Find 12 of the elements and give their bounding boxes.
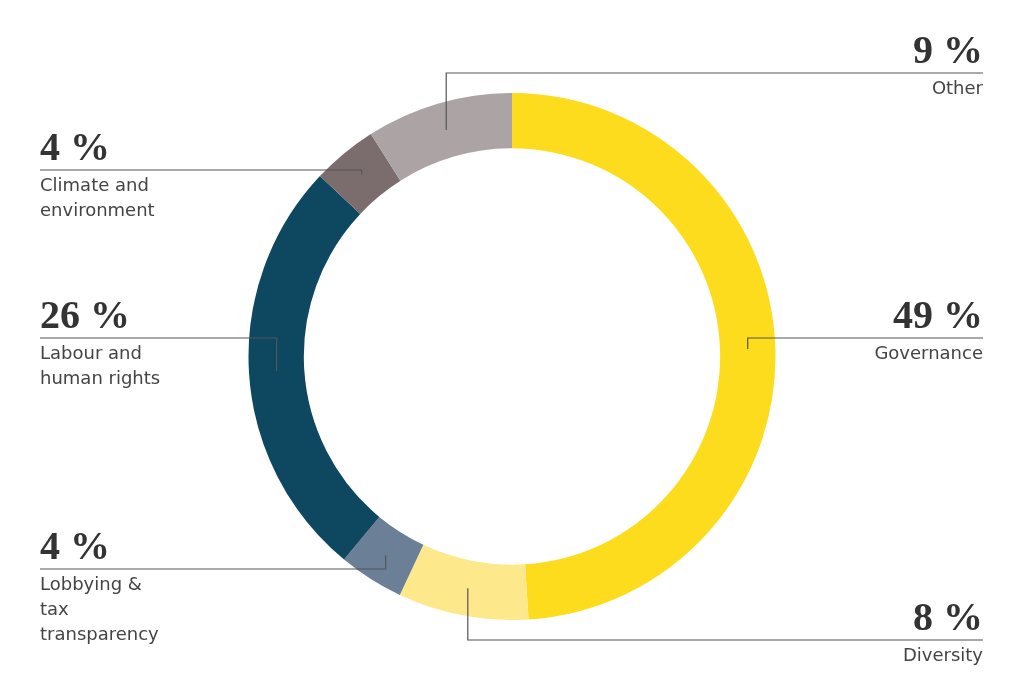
slice-label: Governance bbox=[874, 341, 983, 363]
data-label: 9 % bbox=[913, 27, 983, 72]
data-label: 49 % bbox=[893, 292, 983, 337]
slice-label: Diversity bbox=[902, 643, 984, 665]
slice-label: Climate and environment bbox=[40, 173, 155, 220]
slice-label: Labour and human rights bbox=[40, 341, 161, 388]
data-label: 4 % bbox=[40, 124, 110, 169]
data-label: 4 % bbox=[40, 523, 110, 568]
data-label: 8 % bbox=[913, 594, 983, 639]
slice-label: Lobbying & tax transparency bbox=[40, 572, 160, 644]
slice-label: Other bbox=[931, 76, 984, 98]
data-label: 26 % bbox=[40, 292, 130, 337]
